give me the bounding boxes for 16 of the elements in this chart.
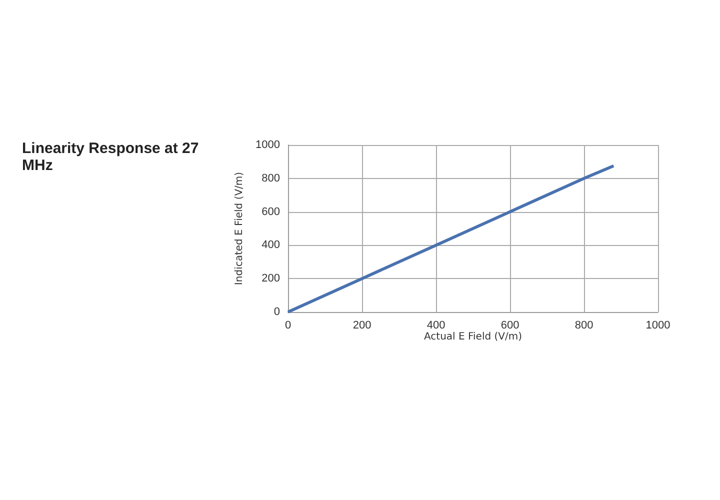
y-tick-label: 200: [262, 272, 280, 285]
x-tick-label: 400: [426, 320, 446, 332]
y-tick-label: 1000: [256, 139, 280, 151]
y-axis-title: Indicated E Field (V/m): [234, 172, 246, 286]
x-tick-label: 800: [574, 320, 594, 332]
y-tick-label: 800: [262, 172, 280, 184]
y-tick-label: 400: [262, 239, 280, 252]
x-tick-label: 1000: [646, 320, 670, 332]
x-tick-label: 0: [284, 320, 292, 332]
x-tick-label: 600: [500, 320, 520, 332]
line-series: [286, 164, 616, 314]
x-tick-label: 200: [352, 320, 372, 332]
x-axis-title: Actual E Field (V/m): [424, 332, 522, 342]
y-tick-label: 600: [262, 206, 280, 218]
text: Linearity Response at 27 MHz: [22, 140, 200, 174]
y-tick-label: 0: [274, 306, 280, 318]
